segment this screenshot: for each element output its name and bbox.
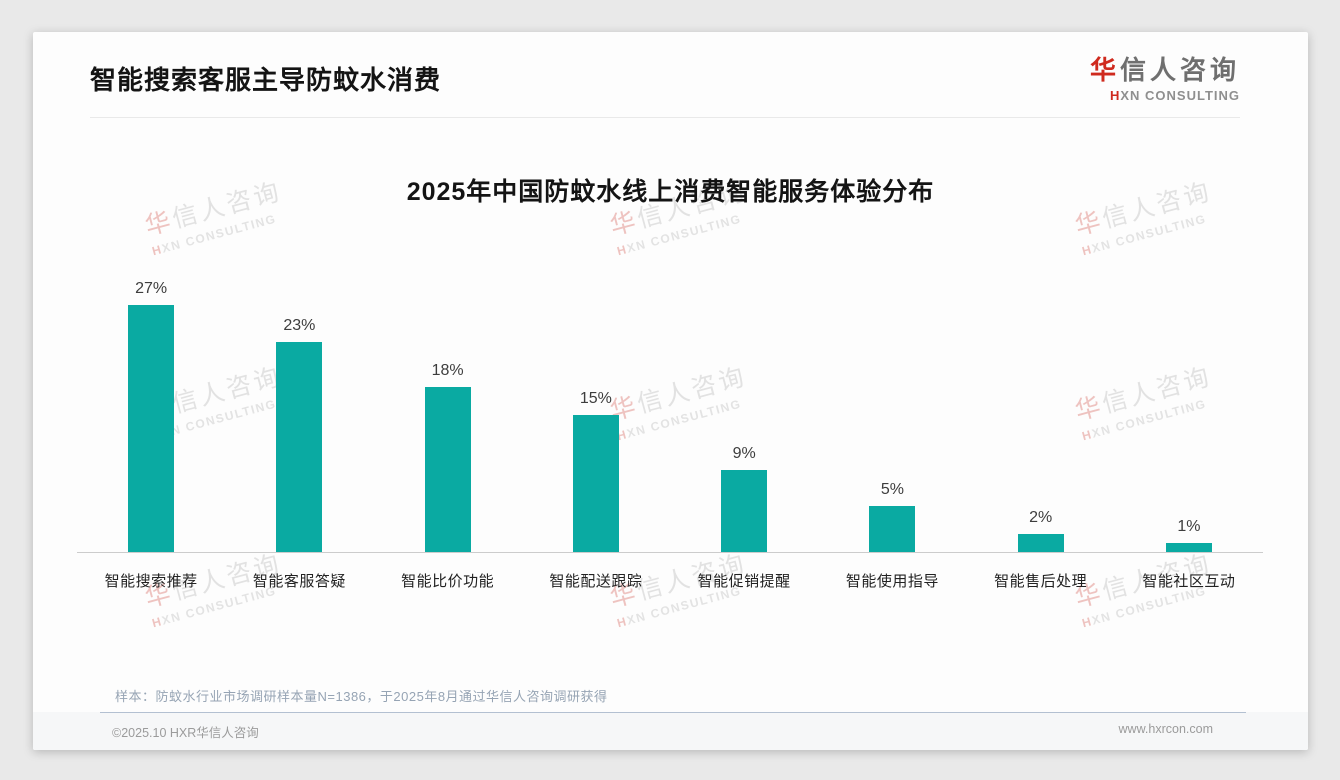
report-card: 华信人咨询 HXN CONSULTING 华信人咨询 HXN CONSULTING 华信… xyxy=(33,32,1308,750)
bar xyxy=(1165,543,1212,552)
category-label: 智能售后处理 xyxy=(994,573,1088,590)
plot-area: 27% 23% 18% 15% 9% 5% 2% 1% xyxy=(77,272,1263,552)
bar-value-label: 18% xyxy=(431,362,464,379)
bar-value-label: 2% xyxy=(1029,509,1053,526)
bar xyxy=(869,506,916,552)
category-label: 智能客服答疑 xyxy=(252,573,346,590)
header: 智能搜索客服主导防蚊水消费 华信人咨询 HXN CONSULTING xyxy=(90,32,1240,118)
category-label: 智能社区互动 xyxy=(1142,573,1236,590)
bar-column: 1% xyxy=(1115,272,1263,552)
bar xyxy=(1017,534,1064,552)
footer-divider xyxy=(100,712,1246,713)
copyright-text: ©2025.10 HXR华信人咨询 xyxy=(112,726,259,740)
bar-value-label: 1% xyxy=(1177,518,1201,535)
bar-value-label: 5% xyxy=(880,481,904,498)
category-label: 智能搜索推荐 xyxy=(104,573,198,590)
bar-column: 5% xyxy=(818,272,966,552)
bar-chart: 27% 23% 18% 15% 9% 5% 2% 1% 智能搜索推荐 智能客服答疑 智能比价功能智… xyxy=(77,272,1263,591)
page-title: 智能搜索客服主导防蚊水消费 xyxy=(90,65,442,95)
bar xyxy=(276,342,323,552)
bar xyxy=(572,415,619,552)
bar-value-label: 27% xyxy=(135,280,168,297)
category-label: 智能比价功能 xyxy=(401,573,495,590)
bar-value-label: 15% xyxy=(579,390,612,407)
footer: ©2025.10 HXR华信人咨询 www.hxrcon.com xyxy=(112,722,1213,741)
footer-strip xyxy=(33,712,1308,750)
bar xyxy=(721,470,768,552)
category-label: 智能配送跟踪 xyxy=(549,573,643,590)
logo-chinese-name: 华信人咨询 xyxy=(1089,55,1240,85)
company-logo: 华信人咨询 HXN CONSULTING xyxy=(1090,46,1240,103)
category-axis: 智能搜索推荐 智能客服答疑 智能比价功能 智能配送跟踪 智能促销提醒 智能使用指导 智能售后… xyxy=(77,553,1263,591)
bar-column: 27% xyxy=(77,272,225,552)
x-axis-line xyxy=(77,552,1263,553)
sample-note: 样本：防蚊水行业市场调研样本量N=1386，于2025年8月通过华信人咨询调研获… xyxy=(115,689,608,704)
bar-value-label: 9% xyxy=(732,445,756,462)
bar-column: 15% xyxy=(522,272,670,552)
bar xyxy=(424,387,471,552)
bar-value-label: 23% xyxy=(283,317,316,334)
chart-title: 2025年中国防蚊水线上消费智能服务体验分布 xyxy=(406,178,935,206)
bar-column: 2% xyxy=(967,272,1115,552)
category-label: 智能使用指导 xyxy=(845,573,939,590)
website-link[interactable]: www.hxrcon.com xyxy=(1118,722,1213,736)
category-label: 智能促销提醒 xyxy=(697,573,791,590)
bar xyxy=(128,305,175,552)
bar-column: 9% xyxy=(670,272,818,552)
bar-column: 23% xyxy=(225,272,373,552)
logo-english-name: HXN CONSULTING xyxy=(1109,88,1240,103)
bar-column: 18% xyxy=(374,272,522,552)
